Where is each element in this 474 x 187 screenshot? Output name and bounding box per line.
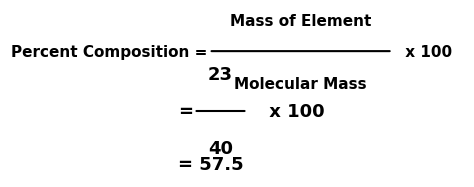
Text: Percent Composition =: Percent Composition = [11,45,212,60]
Text: 40: 40 [208,140,233,158]
Text: 23: 23 [208,66,233,84]
Text: = 57.5: = 57.5 [178,156,244,174]
Text: Mass of Element: Mass of Element [230,14,371,29]
Text: Molecular Mass: Molecular Mass [234,77,367,92]
Text: x 100: x 100 [263,103,325,121]
Text: x 100: x 100 [400,45,452,60]
Text: =: = [178,103,193,121]
